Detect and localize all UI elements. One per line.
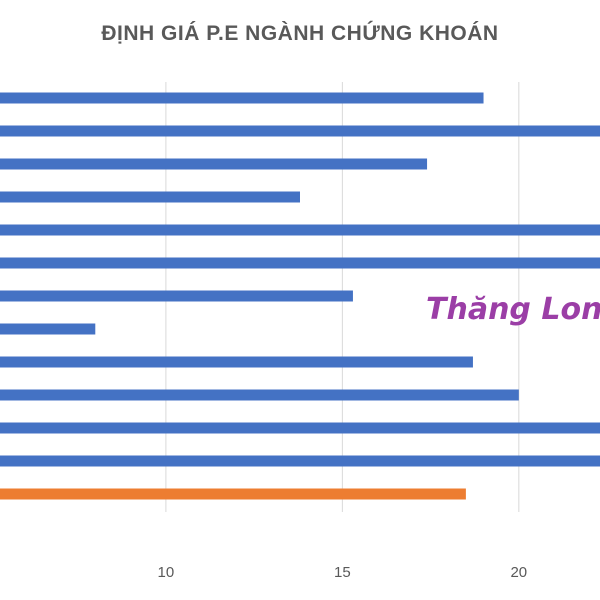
bar bbox=[0, 92, 484, 104]
x-tick-label: 10 bbox=[158, 564, 175, 581]
x-axis-ticks: 10 15 20 bbox=[158, 564, 528, 581]
bar bbox=[0, 290, 353, 302]
bar bbox=[0, 323, 96, 335]
bar bbox=[0, 356, 473, 368]
bar bbox=[0, 125, 600, 137]
bar bbox=[0, 224, 600, 236]
chart-title: ĐỊNH GIÁ P.E NGÀNH CHỨNG KHOÁN bbox=[101, 22, 499, 45]
bar-highlight bbox=[0, 488, 466, 500]
bar bbox=[0, 389, 519, 401]
watermark-text: Thăng Long bbox=[426, 292, 600, 327]
bar bbox=[0, 422, 600, 434]
bars bbox=[0, 92, 600, 500]
bar bbox=[0, 158, 428, 170]
bar bbox=[0, 191, 300, 203]
bar bbox=[0, 257, 600, 269]
bar bbox=[0, 455, 600, 467]
x-tick-label: 15 bbox=[334, 564, 351, 581]
x-tick-label: 20 bbox=[510, 564, 527, 581]
